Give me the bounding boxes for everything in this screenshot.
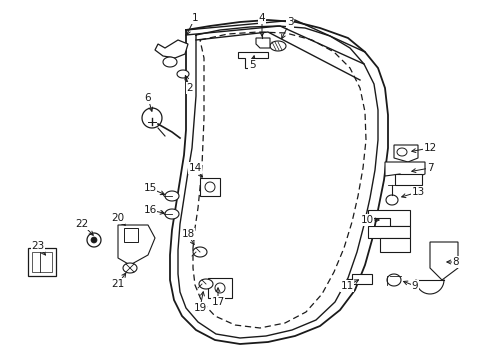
Text: 17: 17: [211, 297, 224, 307]
Text: 16: 16: [144, 205, 157, 215]
Polygon shape: [394, 145, 418, 162]
Polygon shape: [397, 148, 407, 156]
Polygon shape: [387, 274, 401, 286]
Text: 14: 14: [188, 163, 201, 173]
Text: 10: 10: [361, 215, 373, 225]
Polygon shape: [270, 41, 286, 51]
Text: 2: 2: [187, 83, 194, 93]
Polygon shape: [123, 263, 137, 273]
Polygon shape: [215, 283, 225, 293]
Text: 7: 7: [427, 163, 433, 173]
Text: 8: 8: [453, 257, 459, 267]
Text: 12: 12: [423, 143, 437, 153]
Text: 6: 6: [145, 93, 151, 103]
Polygon shape: [28, 248, 56, 276]
Polygon shape: [87, 233, 101, 247]
Polygon shape: [208, 278, 232, 298]
Polygon shape: [256, 38, 270, 48]
Text: 13: 13: [412, 187, 425, 197]
Polygon shape: [368, 210, 410, 226]
Text: 23: 23: [31, 241, 45, 251]
Text: 19: 19: [194, 303, 207, 313]
Text: 15: 15: [144, 183, 157, 193]
Text: 4: 4: [259, 13, 265, 23]
Polygon shape: [32, 252, 52, 272]
Polygon shape: [200, 178, 220, 196]
Polygon shape: [199, 279, 213, 289]
Polygon shape: [163, 57, 177, 67]
Polygon shape: [91, 237, 97, 243]
Polygon shape: [205, 182, 215, 192]
Polygon shape: [395, 174, 422, 185]
Polygon shape: [177, 70, 189, 78]
Text: 18: 18: [181, 229, 195, 239]
Polygon shape: [430, 242, 458, 280]
Text: 11: 11: [341, 281, 354, 291]
Polygon shape: [155, 40, 188, 58]
Text: 3: 3: [287, 17, 294, 27]
Polygon shape: [386, 195, 398, 205]
Polygon shape: [238, 52, 268, 68]
Text: 9: 9: [412, 281, 418, 291]
Polygon shape: [380, 238, 410, 252]
Polygon shape: [118, 225, 155, 265]
Polygon shape: [165, 191, 179, 201]
Text: 5: 5: [249, 60, 255, 70]
Text: 21: 21: [111, 279, 124, 289]
Polygon shape: [352, 274, 372, 284]
Polygon shape: [193, 247, 207, 257]
Polygon shape: [124, 228, 138, 242]
Text: 20: 20: [111, 213, 124, 223]
Polygon shape: [165, 209, 179, 219]
Polygon shape: [368, 226, 410, 238]
Text: 22: 22: [75, 219, 89, 229]
Polygon shape: [385, 162, 425, 180]
Polygon shape: [142, 108, 162, 128]
Text: 1: 1: [192, 13, 198, 23]
